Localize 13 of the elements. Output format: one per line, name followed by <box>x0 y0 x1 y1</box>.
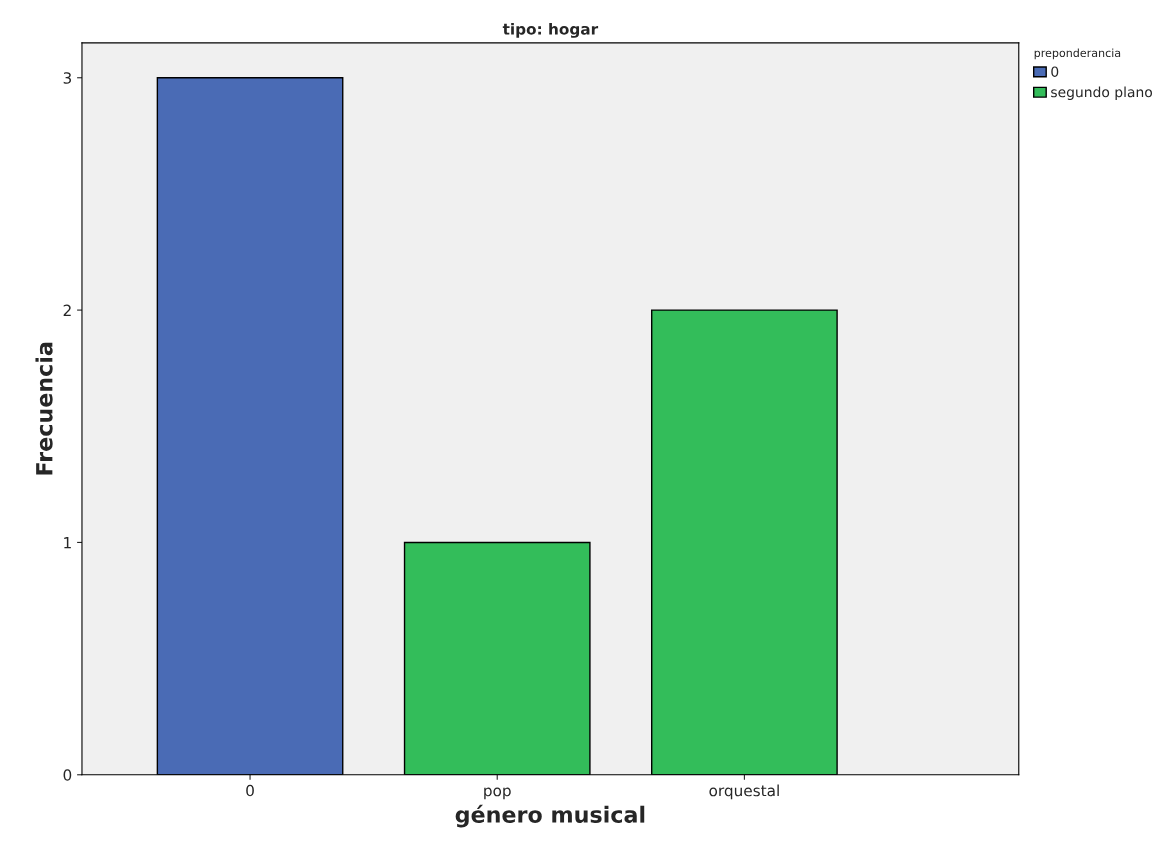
y-tick-label: 3 <box>63 72 72 84</box>
x-axis-title: género musical <box>455 804 645 828</box>
legend-label: segundo plano <box>1051 86 1153 100</box>
legend-label: 0 <box>1051 66 1059 77</box>
y-tick-label: 0 <box>63 769 72 781</box>
x-tick-label: orquestal <box>709 784 779 800</box>
chart-title: tipo: hogar <box>502 22 599 38</box>
y-tick-label: 2 <box>63 304 71 316</box>
legend-title: preponderancia <box>1034 48 1121 60</box>
y-tick-label: 1 <box>64 537 71 549</box>
x-tick-label: pop <box>484 787 511 800</box>
x-tick-label: 0 <box>246 784 254 797</box>
y-axis-title: Frecuencia <box>35 342 53 475</box>
